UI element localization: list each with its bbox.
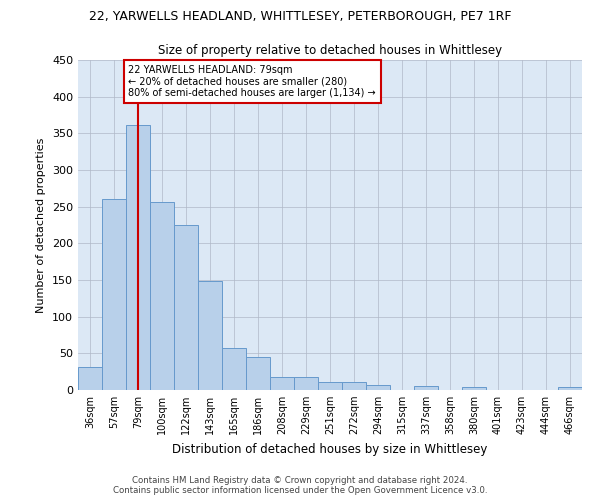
Bar: [414, 386, 438, 390]
Bar: [174, 225, 198, 390]
Text: Contains HM Land Registry data © Crown copyright and database right 2024.
Contai: Contains HM Land Registry data © Crown c…: [113, 476, 487, 495]
Bar: [558, 387, 582, 390]
Bar: [198, 282, 222, 390]
Text: 22, YARWELLS HEADLAND, WHITTLESEY, PETERBOROUGH, PE7 1RF: 22, YARWELLS HEADLAND, WHITTLESEY, PETER…: [89, 10, 511, 23]
Bar: [462, 387, 486, 390]
Y-axis label: Number of detached properties: Number of detached properties: [37, 138, 46, 312]
Bar: [222, 348, 246, 390]
Bar: [294, 377, 318, 390]
Bar: [78, 368, 102, 390]
Bar: [366, 385, 390, 390]
Bar: [342, 382, 366, 390]
Bar: [126, 124, 150, 390]
Bar: [102, 200, 126, 390]
Bar: [318, 382, 342, 390]
Bar: [150, 202, 174, 390]
Bar: [246, 357, 270, 390]
X-axis label: Distribution of detached houses by size in Whittlesey: Distribution of detached houses by size …: [172, 442, 488, 456]
Text: 22 YARWELLS HEADLAND: 79sqm
← 20% of detached houses are smaller (280)
80% of se: 22 YARWELLS HEADLAND: 79sqm ← 20% of det…: [128, 65, 376, 98]
Bar: [270, 377, 294, 390]
Title: Size of property relative to detached houses in Whittlesey: Size of property relative to detached ho…: [158, 44, 502, 58]
